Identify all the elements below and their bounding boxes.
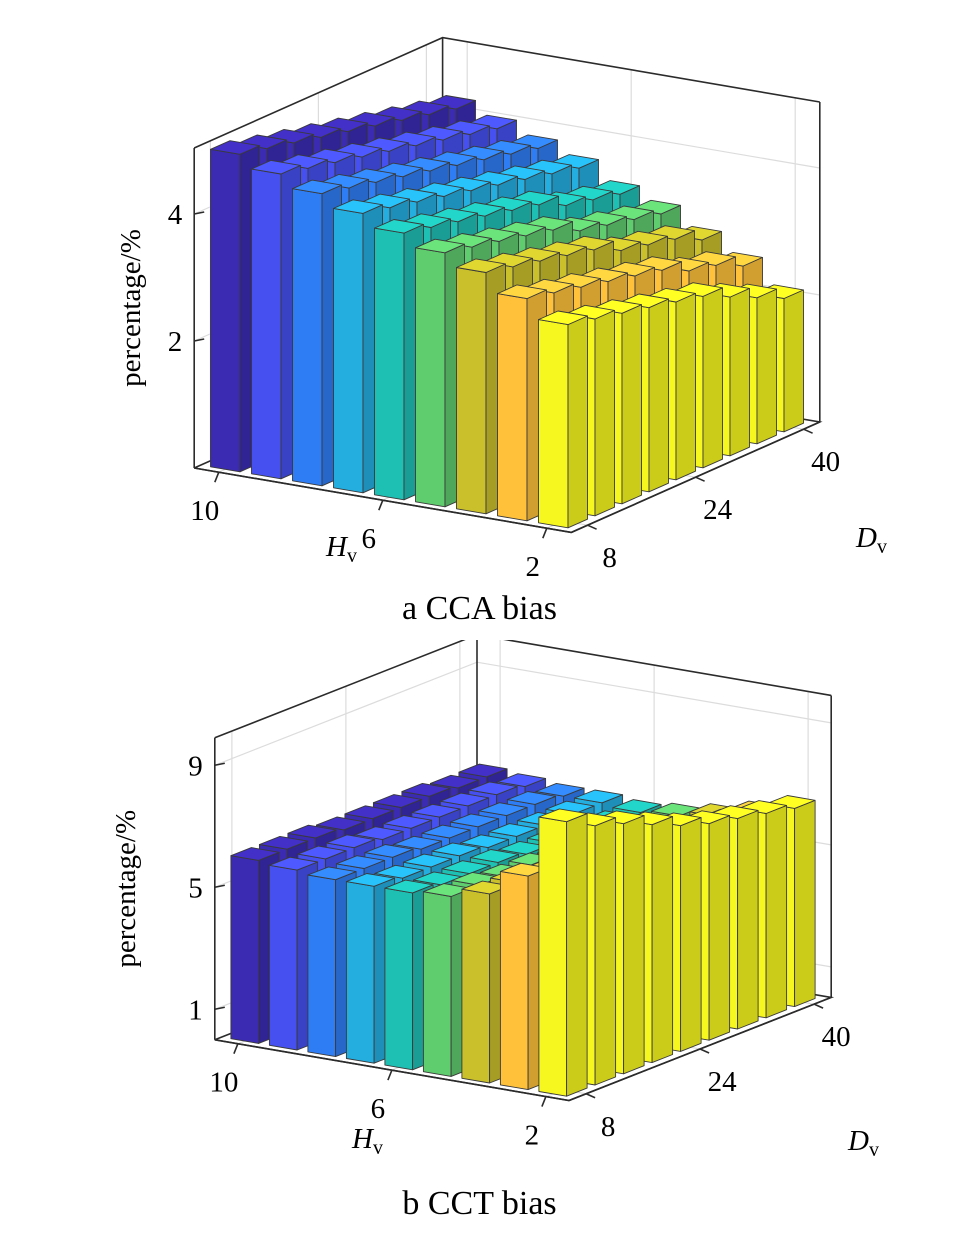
z-tick-label: 4 [168, 199, 183, 231]
z-ticks: 24 [168, 199, 205, 358]
y-tick-label: 8 [602, 542, 617, 574]
y-ticks: 8 24 40 [587, 428, 840, 574]
z-axis-label: percentage/% [115, 229, 147, 387]
y-ticks: 8 24 40 [585, 1003, 851, 1143]
y-axis-label: Dv [847, 1125, 879, 1161]
bar-hv2-dv8 [538, 808, 588, 1097]
bar-hv2-dv8 [538, 310, 588, 529]
chart-caption: a CCA bias [402, 590, 557, 627]
y-tick-label: 24 [708, 1066, 738, 1098]
x-axis-label: Hv [351, 1123, 383, 1159]
y-tick-label: 24 [703, 494, 733, 526]
bar-hv3-dv8 [499, 862, 550, 1091]
x-tick-label: 6 [362, 523, 377, 555]
z-tick-label: 2 [168, 326, 183, 358]
z-tick-label: 1 [188, 994, 203, 1026]
x-tick-label: 6 [371, 1093, 386, 1125]
y-tick-label: 8 [601, 1111, 616, 1143]
z-tick-label: 9 [188, 750, 203, 782]
chart-caption: b CCT bias [402, 1185, 557, 1222]
x-tick-label: 10 [209, 1067, 238, 1099]
y-tick-label: 40 [811, 446, 840, 478]
x-tick-label: 2 [525, 1120, 540, 1152]
z-tick-label: 5 [188, 872, 203, 904]
z-grid-line [214, 661, 832, 766]
x-tick-label: 10 [190, 495, 219, 527]
z-axis-label: percentage/% [110, 810, 142, 968]
y-axis-label: Dv [855, 522, 887, 558]
z-ticks: 1 5 9 [188, 750, 225, 1026]
x-axis-label: Hv [325, 531, 357, 567]
top-back-edges [214, 640, 832, 739]
x-tick-label: 2 [526, 551, 541, 583]
cct-bias-3d-bar-chart: 1 5 9 10 6 2 8 24 40 percentage/% Hv Dv [110, 640, 879, 1161]
chart-panel-cca: 2 4 10 6 2 8 24 40 percentage/% Hv Dv a CCA bias [115, 36, 887, 627]
x-ticks: 10 6 2 [190, 471, 548, 583]
y-tick-label: 40 [822, 1021, 851, 1053]
top-back-edges [193, 36, 820, 149]
x-ticks: 10 6 2 [209, 1043, 547, 1152]
bars [230, 763, 816, 1097]
chart-panel-cct: 1 5 9 10 6 2 8 24 40 percentage/% Hv Dv b CCT bias [0, 640, 959, 1240]
bars [210, 95, 804, 529]
